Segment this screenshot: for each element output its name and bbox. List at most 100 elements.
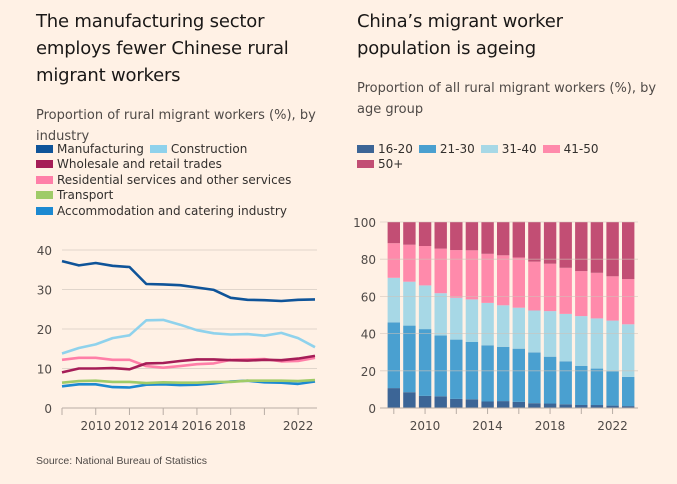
bar-2012-21-30 [450,339,463,399]
bar-2013-50 [465,222,479,251]
bar-2021-41-50 [590,272,604,319]
y-tick-label: 40 [37,244,52,258]
left-panel: The manufacturing sector employs fewer C… [36,0,336,147]
legend-swatch [542,144,560,153]
legend-label: 31-40 [501,141,537,156]
x-tick-label: 2014 [472,419,503,433]
bar-2009-31-40 [403,281,416,326]
y-tick-label: 20 [361,365,376,379]
bar-2009-41-50 [403,244,416,282]
bar-2012-16-20 [450,398,463,408]
bar-2016-50 [512,221,525,258]
bar-2023-41-50 [622,279,635,325]
bar-2021-31-40 [590,318,604,369]
bar-2018-50 [543,222,557,264]
bar-2010-21-30 [418,329,432,396]
legend-swatch [357,160,374,169]
bar-2010-31-40 [418,285,432,330]
bar-2011-50 [434,222,447,249]
bar-2017-31-40 [528,310,541,353]
bar-2022-31-40 [606,320,619,372]
bar-2014-31-40 [481,302,494,346]
bar-2019-21-30 [559,361,572,405]
bar-2022-50 [606,222,619,277]
bar-2014-16-20 [481,401,494,408]
bar-2017-41-50 [528,261,541,311]
bar-2014-41-50 [481,253,494,303]
legend-swatch [36,175,53,184]
left-chart-subtitle: Proportion of rural migrant workers (%),… [36,108,316,144]
legend-item-construction: Construction [149,141,247,157]
bar-2012-50 [450,222,463,251]
bar-2019-41-50 [559,267,572,314]
y-tick-label: 30 [37,284,52,298]
bar-2016-16-20 [512,401,525,408]
bar-2022-41-50 [606,276,619,321]
bar-2011-41-50 [434,248,447,294]
legend-swatch [36,160,53,169]
x-tick-label: 2018 [215,419,246,433]
bar-2019-16-20 [559,404,572,408]
bar-2015-50 [497,222,510,256]
bar-2013-41-50 [465,250,479,300]
bar-2008-50 [387,222,400,244]
bar-2008-21-30 [387,322,400,389]
line-construction [61,318,316,355]
bar-2019-31-40 [559,313,572,362]
line-manufacturing [61,259,316,303]
bar-2022-21-30 [606,371,619,406]
legend-swatch [418,144,436,153]
bar-2018-21-30 [543,356,557,404]
bar-2015-21-30 [497,346,510,402]
legend-label: Wholesale and retail trades [57,157,222,172]
age-group-legend: 16-20 21-30 31-40 41-50 50+ [357,141,657,172]
legend-swatch [480,144,498,153]
bar-2010-41-50 [418,246,432,286]
legend-label: Residential services and other services [57,172,292,187]
bar-2021-21-30 [590,368,604,406]
bar-2023-31-40 [622,324,635,377]
bar-2012-31-40 [450,297,463,340]
legend-swatch [357,144,374,153]
x-tick-label: 2014 [148,419,179,433]
y-tick-label: 0 [44,402,52,416]
bar-2012-41-50 [450,250,463,298]
bar-2018-41-50 [543,263,557,312]
bar-2023-16-20 [622,406,635,408]
legend-swatch [36,144,53,153]
right-chart-subtitle: Proportion of all rural migrant workers … [357,81,657,117]
legend-label: 21-30 [439,141,475,156]
bar-2010-16-20 [418,395,432,408]
x-tick-label: 2022 [283,419,314,433]
bar-2008-41-50 [387,243,400,278]
legend-label: 41-50 [563,141,599,156]
bar-2017-16-20 [528,403,541,408]
x-tick-label: 2012 [114,419,145,433]
bar-2020-50 [575,222,588,272]
bar-2020-16-20 [575,405,588,408]
y-tick-label: 0 [368,402,376,416]
bar-2016-31-40 [512,307,525,349]
legend-label: 16-20 [378,141,413,156]
legend-item-41-50: 41-50 [542,141,599,157]
legend-item-transport: Transport [36,188,113,204]
legend-item-manufacturing: Manufacturing [36,141,144,157]
legend-label: Accommodation and catering industry [57,203,287,218]
y-tick-label: 60 [361,290,376,304]
bar-2016-21-30 [512,348,525,402]
bar-2021-50 [590,222,604,273]
bar-2011-21-30 [434,335,447,397]
bar-2020-31-40 [575,316,588,366]
bar-2023-50 [622,222,635,280]
legend-swatch [149,144,167,153]
bar-2018-16-20 [543,403,557,408]
legend-item-residential-services-and-other-services: Residential services and other services [36,172,291,188]
bar-2015-16-20 [497,401,510,408]
legend-item-50: 50+ [357,157,403,173]
legend-item-16-20: 16-20 [357,141,413,157]
bar-2015-31-40 [497,305,510,347]
legend-item-31-40: 31-40 [480,141,537,157]
bar-2015-41-50 [497,255,510,306]
